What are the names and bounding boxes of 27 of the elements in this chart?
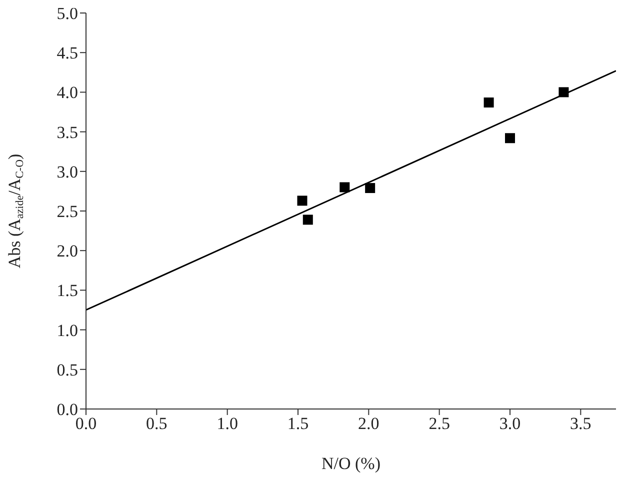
- y-tick-label: 0.5: [56, 360, 78, 380]
- point: [484, 97, 494, 108]
- y-tick-label: 1.5: [56, 281, 78, 300]
- point: [297, 196, 308, 206]
- x-tick-label: 1.0: [216, 414, 238, 434]
- x-tick-label: 2.5: [428, 414, 450, 434]
- x-tick-label: 3.0: [499, 414, 521, 434]
- y-tick-label: 1.0: [56, 320, 78, 340]
- x-tick-label: 3.5: [570, 414, 592, 434]
- x-tick-label: 0.5: [146, 414, 168, 434]
- y-tick-label: 4.0: [56, 83, 78, 102]
- x-tick-label: 0.0: [75, 414, 97, 434]
- point: [365, 183, 376, 194]
- point: [505, 133, 515, 144]
- point: [558, 87, 569, 98]
- x-axis-title: N/O (%): [321, 454, 381, 473]
- y-tick-label: 2.0: [56, 242, 78, 261]
- y-tick-label: 2.5: [56, 202, 78, 222]
- y-tick-label: 3.5: [56, 122, 78, 142]
- point: [340, 182, 350, 192]
- y-tick-label: 3.0: [56, 162, 78, 182]
- x-tick-label: 1.5: [287, 414, 309, 434]
- y-tick-label: 4.5: [56, 44, 78, 63]
- y-tick-label: 5.0: [56, 4, 78, 24]
- point: [302, 214, 313, 225]
- x-tick-label: 2.0: [358, 414, 380, 434]
- y-tick-label: 0.0: [56, 400, 78, 420]
